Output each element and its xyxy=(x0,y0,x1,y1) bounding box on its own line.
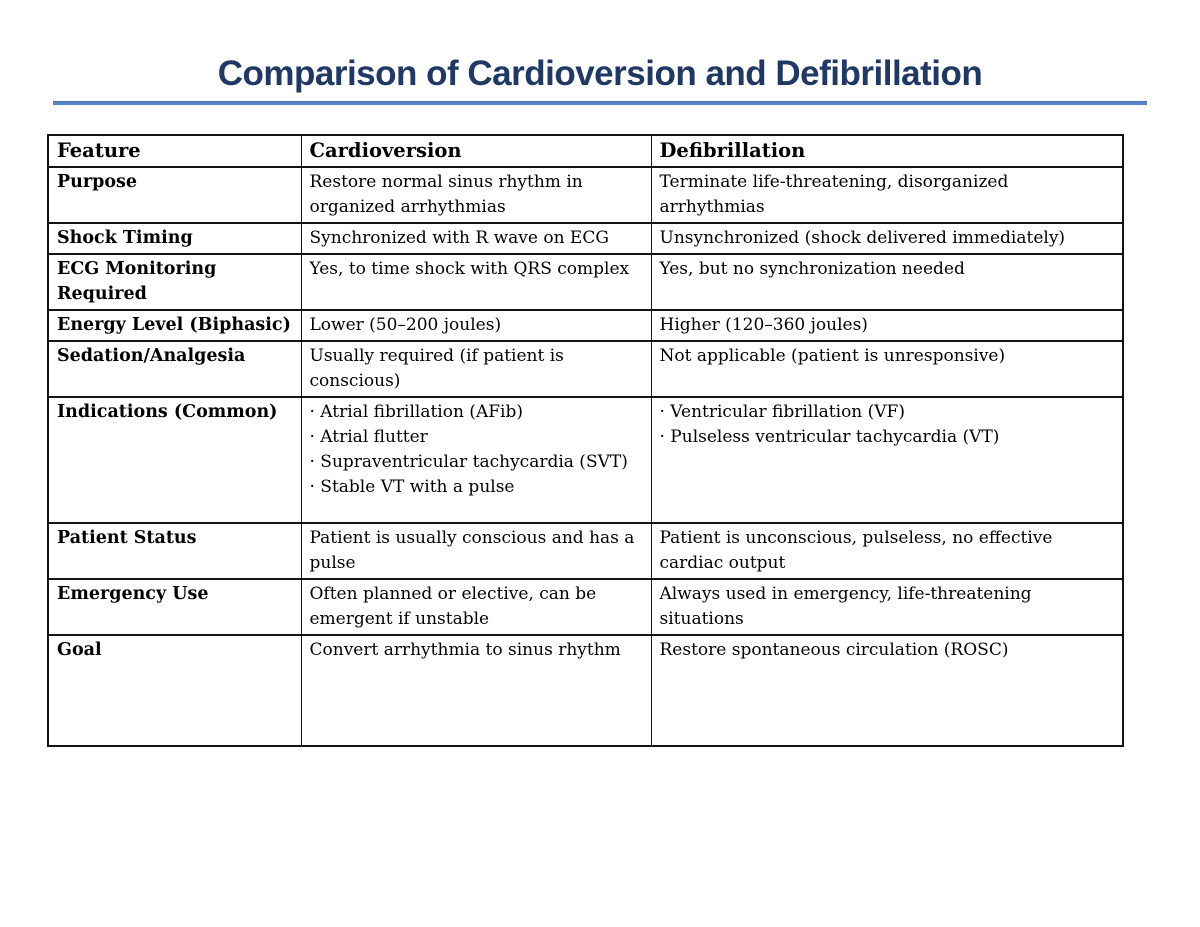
feature-cell: Patient Status xyxy=(47,522,302,580)
bullet-item: · Atrial flutter xyxy=(309,427,428,447)
defibrillation-cell: Higher (120–360 joules) xyxy=(650,309,1124,342)
table-row-emergency-use: Emergency Use Often planned or elective,… xyxy=(47,578,1124,636)
header-defibrillation: Defibrillation xyxy=(650,134,1124,168)
cardioversion-cell: Restore normal sinus rhythm in organized… xyxy=(300,166,652,224)
header-feature: Feature xyxy=(47,134,302,168)
table-header-row: Feature Cardioversion Defibrillation xyxy=(47,134,1124,168)
cardioversion-cell: Lower (50–200 joules) xyxy=(300,309,652,342)
bullet-item: · Stable VT with a pulse xyxy=(309,477,515,497)
defibrillation-cell: Yes, but no synchronization needed xyxy=(650,253,1124,311)
defibrillation-cell: Always used in emergency, life-threateni… xyxy=(650,578,1124,636)
bullet-item: · Supraventricular tachycardia (SVT) xyxy=(309,452,628,472)
feature-cell: ECG Monitoring Required xyxy=(47,253,302,311)
cardioversion-cell: Yes, to time shock with QRS complex xyxy=(300,253,652,311)
table-row-patient-status: Patient Status Patient is usually consci… xyxy=(47,522,1124,580)
table-row-sedation: Sedation/Analgesia Usually required (if … xyxy=(47,340,1124,398)
page-title: Comparison of Cardioversion and Defibril… xyxy=(217,54,983,93)
cardioversion-cell: Synchronized with R wave on ECG xyxy=(300,222,652,255)
feature-cell: Energy Level (Biphasic) xyxy=(47,309,302,342)
table-row-indications: Indications (Common) · Atrial fibrillati… xyxy=(47,396,1124,524)
bullet-item: · Pulseless ventricular tachycardia (VT) xyxy=(659,427,1000,447)
table-row-energy-level: Energy Level (Biphasic) Lower (50–200 jo… xyxy=(47,309,1124,342)
feature-cell: Indications (Common) xyxy=(47,396,302,524)
defibrillation-cell: Not applicable (patient is unresponsive) xyxy=(650,340,1124,398)
header-cardioversion: Cardioversion xyxy=(300,134,652,168)
cardioversion-cell: Patient is usually conscious and has a p… xyxy=(300,522,652,580)
cardioversion-cell: Usually required (if patient is consciou… xyxy=(300,340,652,398)
feature-cell: Sedation/Analgesia xyxy=(47,340,302,398)
feature-cell: Shock Timing xyxy=(47,222,302,255)
defibrillation-cell: Unsynchronized (shock delivered immediat… xyxy=(650,222,1124,255)
defibrillation-cell: · Ventricular fibrillation (VF) · Pulsel… xyxy=(650,396,1124,524)
table-row-ecg-monitoring: ECG Monitoring Required Yes, to time sho… xyxy=(47,253,1124,311)
feature-cell: Emergency Use xyxy=(47,578,302,636)
defibrillation-cell: Terminate life-threatening, disorganized… xyxy=(650,166,1124,224)
cardioversion-cell: Convert arrhythmia to sinus rhythm xyxy=(300,634,652,747)
cardioversion-cell: Often planned or elective, can be emerge… xyxy=(300,578,652,636)
title-underline-rule xyxy=(53,101,1147,105)
cardioversion-cell: · Atrial fibrillation (AFib) · Atrial fl… xyxy=(300,396,652,524)
table-row-purpose: Purpose Restore normal sinus rhythm in o… xyxy=(47,166,1124,224)
table-row-goal: Goal Convert arrhythmia to sinus rhythm … xyxy=(47,634,1124,747)
bullet-item: · Atrial fibrillation (AFib) xyxy=(309,402,523,422)
table-row-shock-timing: Shock Timing Synchronized with R wave on… xyxy=(47,222,1124,255)
defibrillation-cell: Restore spontaneous circulation (ROSC) xyxy=(650,634,1124,747)
defibrillation-cell: Patient is unconscious, pulseless, no ef… xyxy=(650,522,1124,580)
comparison-table: Feature Cardioversion Defibrillation Pur… xyxy=(47,134,1124,747)
feature-cell: Goal xyxy=(47,634,302,747)
feature-cell: Purpose xyxy=(47,166,302,224)
bullet-item: · Ventricular fibrillation (VF) xyxy=(659,402,906,422)
